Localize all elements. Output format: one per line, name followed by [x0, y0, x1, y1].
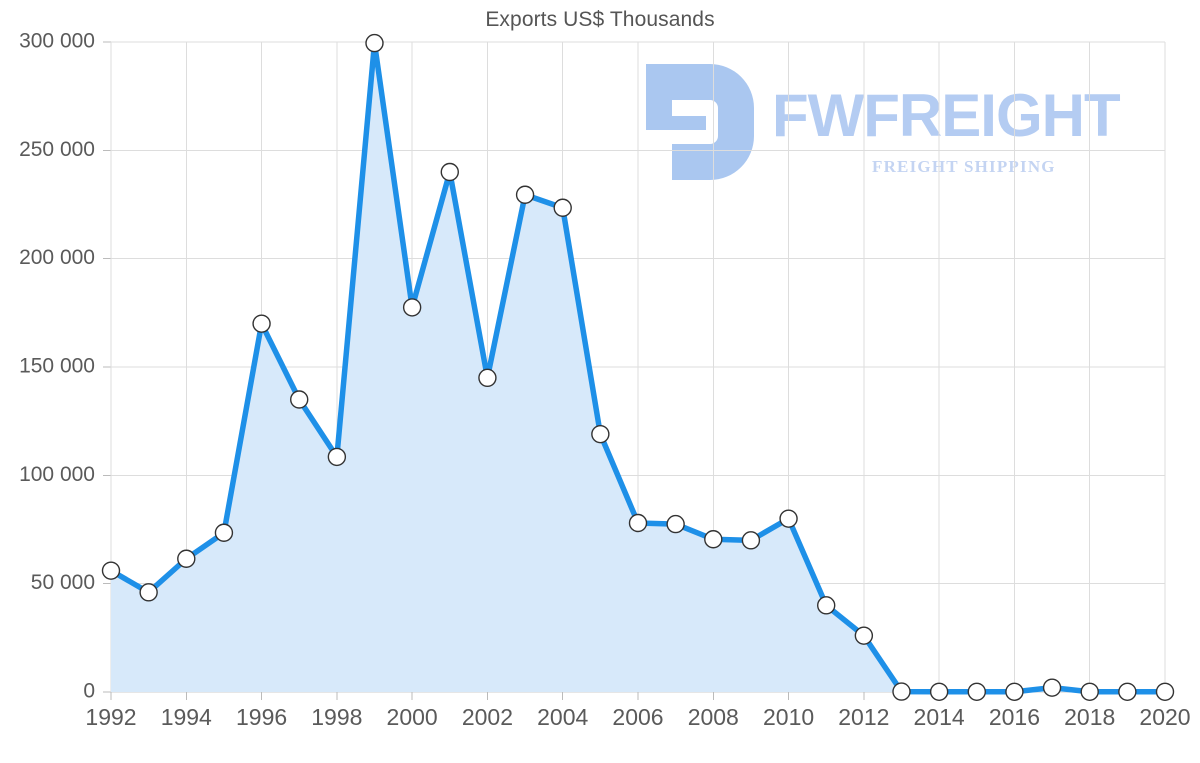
data-point-marker[interactable]: 1992: 56000	[101, 561, 121, 580]
data-point-marker[interactable]: 1997: 135000	[290, 390, 309, 409]
data-point-marker[interactable]: 2015: 100	[967, 682, 986, 701]
y-tick-label: 300 000	[19, 30, 95, 53]
y-tick-label: 0	[83, 680, 95, 703]
x-tick-label: 2000	[387, 704, 438, 730]
data-point-marker[interactable]: 1993: 46000	[139, 583, 158, 602]
x-tick-label: 2008	[688, 704, 739, 730]
x-tick-label: 2010	[763, 704, 814, 730]
x-tick-label: 1992	[85, 704, 136, 730]
x-tick-label: 2020	[1139, 704, 1190, 730]
data-point-marker[interactable]: 2018: 100	[1080, 682, 1099, 701]
y-tick-label: 150 000	[19, 355, 95, 378]
data-point-marker[interactable]: 2017: 2000	[1042, 678, 1062, 697]
data-point-marker[interactable]: 2013: 200	[892, 682, 911, 701]
x-axis-tick-labels: 1992 1994 1996 1998 2000 2002 2004 2006 2008 2010…	[85, 704, 1190, 730]
data-point-marker[interactable]: 2000: 177500	[402, 298, 422, 317]
y-tick-label: 50 000	[31, 571, 95, 594]
data-point-marker[interactable]: 1996: 170000	[252, 314, 271, 333]
x-tick-label: 2002	[462, 704, 513, 730]
x-tick-label: 2018	[1064, 704, 1115, 730]
x-tick-label: 2004	[537, 704, 588, 730]
data-point-marker[interactable]: 2011: 40000	[817, 596, 836, 615]
x-tick-label: 1994	[161, 704, 212, 730]
y-tick-label: 200 000	[19, 246, 95, 269]
data-point-marker[interactable]: 2008: 70500	[704, 530, 723, 549]
data-point-marker[interactable]: 2007: 77500	[666, 514, 685, 534]
data-point-marker[interactable]: 2016: 100	[1005, 682, 1024, 701]
data-point-marker[interactable]: 1998: 108500	[327, 447, 347, 467]
data-point-marker[interactable]: 2012: 26000	[854, 626, 874, 645]
data-point-marker[interactable]: 2010: 80000	[779, 509, 798, 528]
x-tick-label: 1998	[311, 704, 362, 730]
data-point-marker[interactable]: 2006: 78000	[628, 513, 648, 533]
data-point-marker[interactable]: 2014: 100	[929, 682, 949, 701]
x-tick-label: 2014	[914, 704, 965, 730]
x-tick-label: 2006	[612, 704, 663, 730]
x-tick-label: 2012	[838, 704, 889, 730]
y-axis-tick-labels: 0 50 000 100 000 150 000 200 000 250 000 300 0…	[19, 30, 95, 703]
data-point-marker[interactable]: 2009: 70000	[741, 531, 761, 550]
data-point-marker[interactable]: 2005: 119000	[591, 424, 610, 444]
x-tick-label: 2016	[989, 704, 1040, 730]
series-area	[111, 43, 1165, 692]
data-point-marker[interactable]: 1994: 61500	[177, 549, 196, 568]
y-tick-label: 250 000	[19, 138, 95, 161]
series-markers[interactable]: 1992: 56000 1993: 46000 1994: 61500 1995: 7…	[101, 33, 1175, 701]
y-tick-label: 100 000	[19, 463, 95, 486]
data-point-marker[interactable]: 1995: 73500	[214, 523, 234, 542]
data-point-marker[interactable]: 2002: 145000	[478, 368, 497, 388]
chart-title: Exports US$ Thousands	[485, 8, 715, 31]
data-point-marker[interactable]: 2020: 100	[1155, 682, 1175, 701]
data-point-marker[interactable]: 2003: 229500	[515, 185, 535, 204]
x-tick-label: 1996	[236, 704, 287, 730]
data-point-marker[interactable]: 1999: 299500	[365, 33, 384, 53]
data-point-marker[interactable]: 2004: 223500	[553, 198, 572, 217]
data-point-marker[interactable]: 2019: 100	[1118, 682, 1137, 701]
data-point-marker[interactable]: 2001: 240000	[440, 162, 459, 182]
area-fill	[111, 43, 1165, 692]
